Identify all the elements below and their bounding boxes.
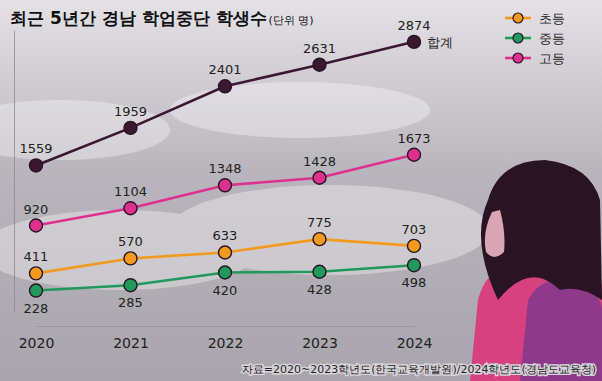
point-marker — [30, 159, 43, 172]
legend-label: 중등 — [539, 31, 565, 46]
data-label: 498 — [402, 275, 427, 290]
illustration-face — [485, 210, 505, 257]
point-marker — [408, 259, 421, 272]
point-marker — [219, 246, 232, 259]
data-label: 285 — [118, 295, 143, 310]
chart-svg: 2020 2021 2022 2023 2024 1559 1959 2401 2631 2874… — [0, 0, 602, 381]
series-end-label: 합계 — [427, 35, 453, 50]
x-tick: 2022 — [208, 326, 244, 351]
illustration — [470, 160, 602, 381]
x-tick: 2024 — [397, 326, 433, 351]
x-tick: 2020 — [19, 326, 55, 351]
point-marker — [124, 202, 137, 215]
data-label: 703 — [402, 222, 427, 237]
point-marker — [408, 239, 421, 252]
legend-marker — [513, 13, 523, 23]
chart-container: 2020 2021 2022 2023 2024 1559 1959 2401 2631 2874… — [0, 0, 602, 381]
cloud — [170, 185, 490, 275]
source-note: 자료=2020~2023학년도(한국교육개발원)/2024학년도(경남도교육청) — [242, 363, 596, 376]
x-tick-label: 2024 — [397, 335, 433, 351]
data-label: 2631 — [303, 41, 336, 56]
point-marker — [313, 233, 326, 246]
point-marker — [219, 266, 232, 279]
x-tick-label: 2020 — [19, 335, 55, 351]
illustration-hair — [481, 160, 602, 300]
point-marker — [30, 267, 43, 280]
legend-label: 초등 — [539, 11, 565, 26]
point-marker — [124, 121, 137, 134]
data-label: 228 — [24, 301, 49, 316]
data-label: 1348 — [208, 161, 241, 176]
cloud — [0, 100, 170, 160]
legend-item: 중등 — [505, 31, 565, 46]
x-tick: 2021 — [113, 326, 149, 351]
data-label: 2874 — [397, 18, 430, 33]
plot-marks — [30, 35, 421, 297]
y-axis — [14, 31, 15, 313]
point-marker — [219, 179, 232, 192]
x-tick-label: 2022 — [208, 335, 244, 351]
point-marker — [30, 284, 43, 297]
title-group: 최근 5년간 경남 학업중단 학생수(단위 명) — [10, 8, 314, 28]
point-marker — [313, 58, 326, 71]
x-axis: 2020 2021 2022 2023 2024 — [19, 326, 433, 351]
point-marker — [313, 171, 326, 184]
data-label: 1559 — [19, 141, 52, 156]
subtitle: (단위 명) — [269, 14, 314, 27]
legend-marker — [513, 33, 523, 43]
point-marker — [408, 35, 421, 48]
data-label: 2401 — [208, 62, 241, 77]
point-marker — [30, 219, 43, 232]
legend-item: 고등 — [505, 51, 565, 66]
legend-marker — [513, 53, 523, 63]
point-marker — [408, 148, 421, 161]
data-label: 411 — [24, 249, 49, 264]
data-label: 633 — [213, 228, 238, 243]
background — [0, 0, 602, 381]
series-line — [36, 155, 414, 226]
clouds — [0, 82, 490, 290]
legend-label: 고등 — [539, 51, 565, 66]
data-label: 1673 — [397, 131, 430, 146]
data-label: 920 — [24, 202, 49, 217]
point-marker — [124, 279, 137, 292]
x-tick-label: 2021 — [113, 335, 149, 351]
title: 최근 5년간 경남 학업중단 학생수 — [10, 8, 267, 28]
data-label: 420 — [213, 283, 238, 298]
data-label: 570 — [118, 234, 143, 249]
data-labels: 1559 1959 2401 2631 2874 411 570 633 775 703 228 28… — [19, 18, 430, 316]
series-line — [36, 42, 414, 166]
point-marker — [313, 265, 326, 278]
x-tick-label: 2023 — [302, 335, 338, 351]
legend: 초등중등고등 — [505, 11, 565, 66]
x-tick: 2023 — [302, 326, 338, 351]
point-marker — [219, 80, 232, 93]
data-label: 428 — [307, 282, 332, 297]
x-axis-line — [37, 326, 415, 327]
data-label: 1428 — [303, 154, 336, 169]
y-axis-line — [14, 31, 15, 313]
legend-item: 초등 — [505, 11, 565, 26]
cloud — [170, 82, 430, 138]
data-label: 775 — [307, 215, 332, 230]
data-label: 1959 — [114, 104, 147, 119]
point-marker — [124, 252, 137, 265]
data-label: 1104 — [114, 184, 147, 199]
